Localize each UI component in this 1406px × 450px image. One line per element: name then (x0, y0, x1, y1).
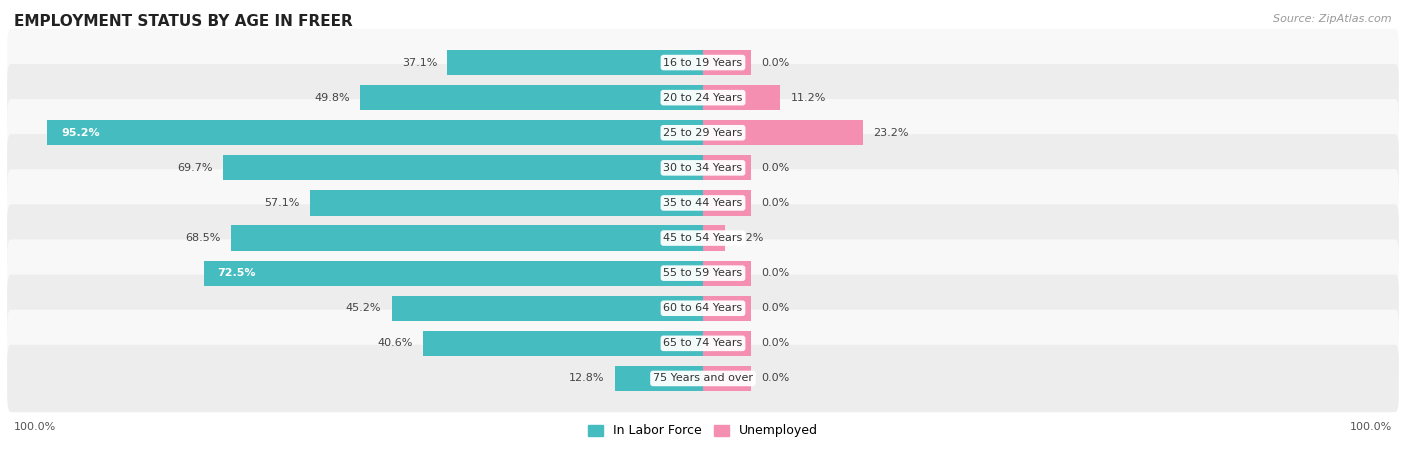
FancyBboxPatch shape (7, 239, 1399, 307)
Bar (703, 296, 751, 321)
Text: 0.0%: 0.0% (762, 268, 790, 278)
Bar (703, 190, 751, 216)
Text: 35 to 44 Years: 35 to 44 Years (664, 198, 742, 208)
Bar (703, 50, 751, 75)
FancyBboxPatch shape (7, 169, 1399, 237)
Bar (222, 155, 703, 180)
Text: 20 to 24 Years: 20 to 24 Years (664, 93, 742, 103)
Text: 69.7%: 69.7% (177, 163, 212, 173)
FancyBboxPatch shape (7, 204, 1399, 272)
Text: 30 to 34 Years: 30 to 34 Years (664, 163, 742, 173)
FancyBboxPatch shape (7, 64, 1399, 131)
Text: 55 to 59 Years: 55 to 59 Years (664, 268, 742, 278)
FancyBboxPatch shape (7, 99, 1399, 166)
Text: 25 to 29 Years: 25 to 29 Years (664, 128, 742, 138)
Legend: In Labor Force, Unemployed: In Labor Force, Unemployed (583, 419, 823, 442)
Bar (231, 225, 703, 251)
Bar (703, 261, 751, 286)
Bar (48, 120, 703, 145)
Text: 3.2%: 3.2% (735, 233, 763, 243)
Bar (703, 225, 725, 251)
Text: 68.5%: 68.5% (186, 233, 221, 243)
Text: 0.0%: 0.0% (762, 163, 790, 173)
Text: 95.2%: 95.2% (60, 128, 100, 138)
Text: Source: ZipAtlas.com: Source: ZipAtlas.com (1274, 14, 1392, 23)
Bar (703, 85, 780, 110)
Bar (614, 366, 703, 391)
Bar (204, 261, 703, 286)
Bar (703, 155, 751, 180)
FancyBboxPatch shape (7, 345, 1399, 412)
Bar (447, 50, 703, 75)
Text: 37.1%: 37.1% (402, 58, 437, 68)
Text: 75 Years and over: 75 Years and over (652, 374, 754, 383)
Text: 100.0%: 100.0% (1350, 422, 1392, 432)
Text: EMPLOYMENT STATUS BY AGE IN FREER: EMPLOYMENT STATUS BY AGE IN FREER (14, 14, 353, 28)
FancyBboxPatch shape (7, 274, 1399, 342)
Text: 57.1%: 57.1% (264, 198, 299, 208)
Bar (703, 331, 751, 356)
Text: 45.2%: 45.2% (346, 303, 381, 313)
FancyBboxPatch shape (7, 29, 1399, 96)
Text: 16 to 19 Years: 16 to 19 Years (664, 58, 742, 68)
Text: 0.0%: 0.0% (762, 338, 790, 348)
Text: 0.0%: 0.0% (762, 58, 790, 68)
Text: 0.0%: 0.0% (762, 374, 790, 383)
Text: 72.5%: 72.5% (218, 268, 256, 278)
Text: 0.0%: 0.0% (762, 198, 790, 208)
Text: 0.0%: 0.0% (762, 303, 790, 313)
Text: 45 to 54 Years: 45 to 54 Years (664, 233, 742, 243)
Bar (360, 85, 703, 110)
Text: 49.8%: 49.8% (314, 93, 350, 103)
Bar (703, 366, 751, 391)
Bar (309, 190, 703, 216)
Bar (423, 331, 703, 356)
Text: 23.2%: 23.2% (873, 128, 908, 138)
Text: 100.0%: 100.0% (14, 422, 56, 432)
Text: 60 to 64 Years: 60 to 64 Years (664, 303, 742, 313)
Text: 65 to 74 Years: 65 to 74 Years (664, 338, 742, 348)
FancyBboxPatch shape (7, 310, 1399, 377)
Text: 40.6%: 40.6% (378, 338, 413, 348)
Bar (703, 120, 863, 145)
Text: 12.8%: 12.8% (569, 374, 605, 383)
Bar (392, 296, 703, 321)
FancyBboxPatch shape (7, 134, 1399, 202)
Text: 11.2%: 11.2% (790, 93, 825, 103)
